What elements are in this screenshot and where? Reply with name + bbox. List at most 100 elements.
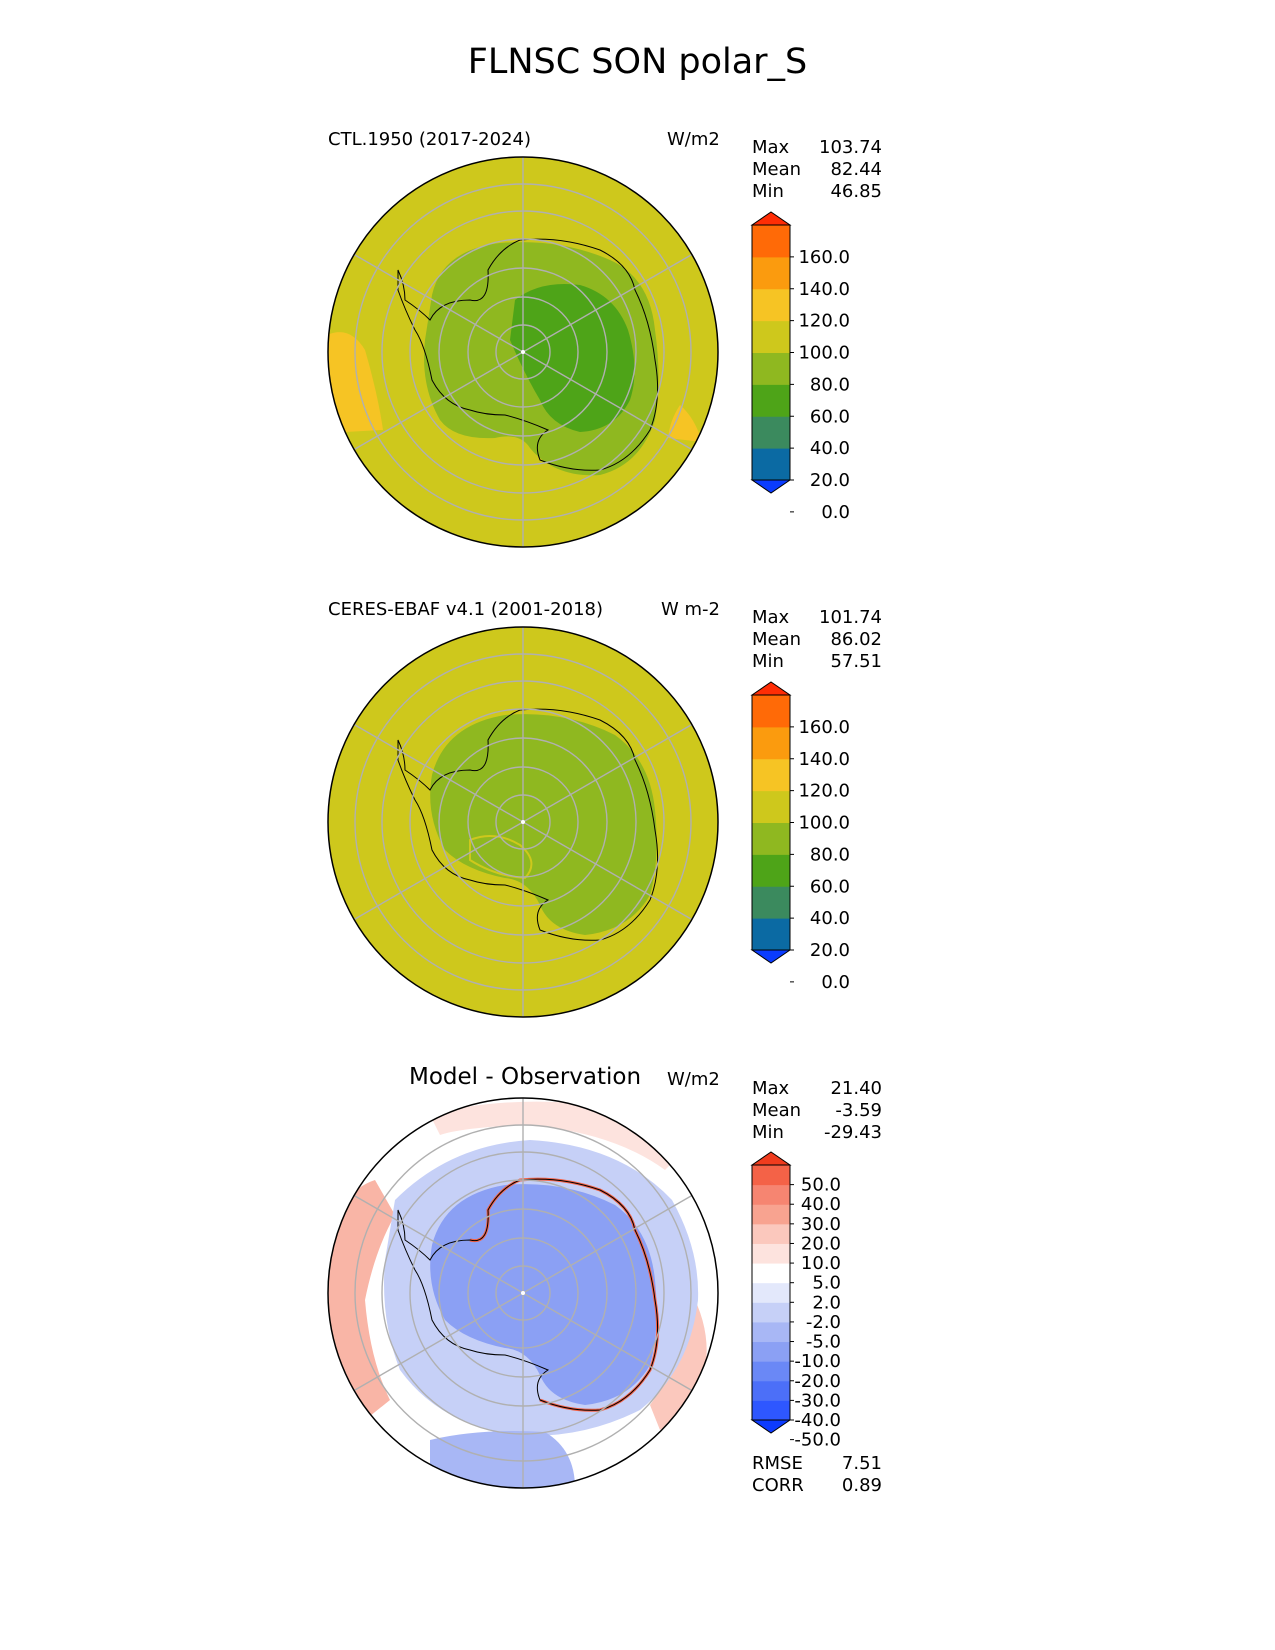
map-boundary <box>327 1097 719 1489</box>
colorbar-tick-label: 100.0 <box>798 813 850 834</box>
panel-1-units: W/m2 <box>667 129 720 150</box>
colorbar-panel-2: 160.0 140.0 120.0 100.0 80.0 60.0 40.0 20.0 0.0 <box>750 681 850 993</box>
colorbar-extend-max <box>750 1151 792 1166</box>
positive-band-west <box>328 1180 395 1420</box>
continent-field-80 <box>430 714 657 935</box>
colorbar-bin <box>752 320 790 353</box>
map-panel-3-overlay <box>327 1097 719 1489</box>
colorbar-tick-label: 60.0 <box>810 876 850 897</box>
pole-marker <box>521 820 525 824</box>
colorbar-tick-label: 80.0 <box>810 844 850 865</box>
graticule <box>353 1098 693 1488</box>
colorbar-bin <box>752 416 790 449</box>
colorbar-bin <box>752 1223 790 1244</box>
colorbar-bin <box>752 1204 790 1225</box>
colorbar-tick-label: -20.0 <box>794 1371 841 1392</box>
figure-title: FLNSC SON polar_S <box>467 42 808 82</box>
colorbar-bin <box>752 1380 790 1401</box>
panel-3-stats: Max 21.40 Mean -3.59 Min -29.43 <box>752 1078 882 1144</box>
colorbar-tick-label: 80.0 <box>810 374 850 395</box>
colorbar-tick-label: 2.0 <box>812 1292 841 1313</box>
colorbar-tick-label: -30.0 <box>794 1390 841 1411</box>
map-boundary <box>327 156 719 548</box>
metric-corr: CORR 0.89 <box>752 1475 882 1496</box>
panel-2-units: W m-2 <box>661 599 721 620</box>
continent-field-60-ross <box>469 835 533 880</box>
map-panel-1-overlay <box>327 156 719 548</box>
continent-field-60 <box>510 284 635 432</box>
pole-marker <box>521 1291 525 1295</box>
colorbar-bin <box>752 758 790 792</box>
stat-mean: Mean 86.02 <box>752 629 882 650</box>
stat-mean: Mean 82.44 <box>752 159 882 180</box>
colorbar-tick-label: 10.0 <box>801 1253 841 1274</box>
colorbar-bin <box>752 854 790 887</box>
panel-3-metrics: RMSE 7.51 CORR 0.89 <box>752 1453 882 1497</box>
colorbar-bin <box>752 1302 790 1323</box>
panel-3-units: W/m2 <box>667 1069 720 1090</box>
panel-1-stats: Max 103.74 Mean 82.44 Min 46.85 <box>752 137 882 203</box>
colorbar-bin <box>752 1243 790 1264</box>
colorbar-bin <box>752 790 790 823</box>
colorbar-bin <box>752 1341 790 1362</box>
colorbar-bin <box>752 1361 790 1382</box>
stat-min: Min -29.43 <box>752 1122 882 1143</box>
colorbar-tick-label: -5.0 <box>806 1332 841 1353</box>
colorbar-tick-label: -50.0 <box>794 1430 841 1451</box>
colorbar-bin <box>752 1321 790 1343</box>
colorbar-panel-1: 160.0 140.0 120.0 100.0 80.0 60.0 40.0 20.0 0.0 <box>750 211 850 523</box>
panel-1-title: CTL.1950 (2017-2024) <box>328 129 532 150</box>
colorbar-tick-label: 120.0 <box>798 311 850 332</box>
warm-patch-east <box>668 405 702 442</box>
colorbar-bin <box>752 695 790 728</box>
colorbar-extend-min <box>750 1419 792 1434</box>
colorbar-extend-min <box>750 479 792 494</box>
colorbar-extend-max <box>750 211 792 226</box>
colorbar-tick-label: 100.0 <box>798 343 850 364</box>
warm-patch-west <box>328 332 383 432</box>
colorbar-tick-label: 20.0 <box>801 1233 841 1254</box>
colorbar-bin <box>752 288 790 322</box>
stat-max: Max 103.74 <box>752 137 882 158</box>
colorbar-tick-label: 40.0 <box>810 438 850 459</box>
colorbar-tick-label: -40.0 <box>794 1410 841 1431</box>
colorbar-tick-label: 160.0 <box>798 247 850 268</box>
colorbar-tick-label: 40.0 <box>810 908 850 929</box>
colorbar-tick-label: -2.0 <box>806 1312 841 1333</box>
colorbar-tick-label: 140.0 <box>798 279 850 300</box>
colorbar-outline <box>751 1164 791 1421</box>
stat-max: Max 21.40 <box>752 1078 882 1099</box>
colorbar-bin <box>752 448 790 481</box>
colorbar-tick-label: 20.0 <box>810 940 850 961</box>
colorbar-bin <box>752 726 790 760</box>
colorbar-tick-label: 160.0 <box>798 717 850 738</box>
colorbar-extend-max <box>750 681 792 696</box>
colorbar-tick-label: -10.0 <box>794 1351 841 1372</box>
colorbar-panel-3: 50.040.030.020.010.05.02.0-2.0-5.0-10.0-… <box>750 1151 841 1451</box>
colorbar-bin <box>752 822 790 855</box>
colorbar-bin <box>752 225 790 258</box>
colorbar-tick-label: 0.0 <box>821 502 850 523</box>
stat-mean: Mean -3.59 <box>752 1100 882 1121</box>
panel-2-title: CERES-EBAF v4.1 (2001-2018) <box>328 599 604 620</box>
negative-interior <box>430 1184 657 1405</box>
colorbar-tick-label: 140.0 <box>798 749 850 770</box>
colorbar-tick-label: 50.0 <box>801 1175 841 1196</box>
colorbar-tick-label: 20.0 <box>810 470 850 491</box>
colorbar-bin <box>752 1184 790 1205</box>
pole-marker <box>521 350 525 354</box>
colorbar-bin <box>752 352 790 385</box>
colorbar-tick-label: 120.0 <box>798 781 850 802</box>
colorbar-extend-min <box>750 949 792 964</box>
panel-3-title: Model - Observation <box>409 1064 642 1090</box>
stat-max: Max 101.74 <box>752 607 882 628</box>
colorbar-bin <box>752 1263 790 1284</box>
colorbar-tick-label: 30.0 <box>801 1214 841 1235</box>
stat-min: Min 57.51 <box>752 651 882 672</box>
colorbar-tick-label: 60.0 <box>810 406 850 427</box>
colorbar-bin <box>752 1400 790 1421</box>
colorbar-tick-label: 0.0 <box>821 972 850 993</box>
colorbar-bin <box>752 384 790 417</box>
colorbar-bin <box>752 1165 790 1186</box>
